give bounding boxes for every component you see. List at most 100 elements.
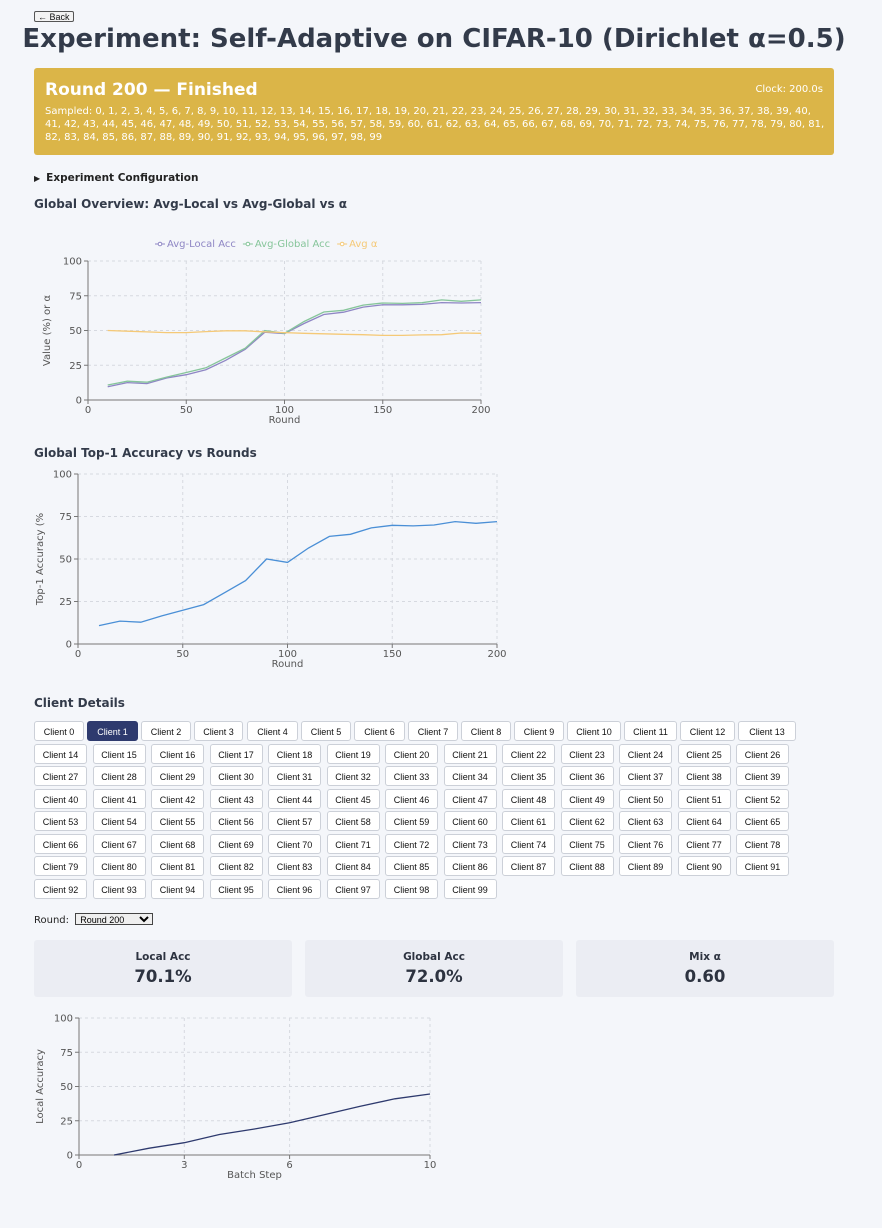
client-tab-83[interactable]: Client 83 <box>268 856 321 876</box>
client-tab-84[interactable]: Client 84 <box>326 856 380 876</box>
client-tab-69[interactable]: Client 69 <box>209 833 263 854</box>
client-tab-87[interactable]: Client 87 <box>502 856 555 876</box>
client-tab-40[interactable]: Client 40 <box>34 788 87 809</box>
client-tab-36[interactable]: Client 36 <box>560 766 614 786</box>
client-tab-24[interactable]: Client 24 <box>619 743 672 764</box>
client-tab-85[interactable]: Client 85 <box>385 856 438 876</box>
client-tab-25[interactable]: Client 25 <box>677 743 731 764</box>
client-tab-4[interactable]: Client 4 <box>247 721 298 741</box>
config-toggle[interactable]: ▶ Experiment Configuration <box>34 172 198 184</box>
client-tab-15[interactable]: Client 15 <box>92 743 146 764</box>
client-tab-21[interactable]: Client 21 <box>443 743 497 764</box>
client-tab-0[interactable]: Client 0 <box>34 721 84 741</box>
client-tab-60[interactable]: Client 60 <box>443 811 497 831</box>
client-tab-39[interactable]: Client 39 <box>736 766 789 786</box>
client-tab-37[interactable]: Client 37 <box>619 766 672 786</box>
client-tab-17[interactable]: Client 17 <box>209 743 263 764</box>
client-tab-66[interactable]: Client 66 <box>34 833 87 854</box>
client-tab-2[interactable]: Client 2 <box>141 721 191 741</box>
client-tab-74[interactable]: Client 74 <box>502 833 555 854</box>
client-tab-86[interactable]: Client 86 <box>443 856 497 876</box>
client-tab-44[interactable]: Client 44 <box>268 788 321 809</box>
client-tab-64[interactable]: Client 64 <box>677 811 731 831</box>
client-tab-14[interactable]: Client 14 <box>34 743 87 764</box>
client-tab-1[interactable]: Client 1 <box>87 721 138 741</box>
client-tab-53[interactable]: Client 53 <box>34 811 87 831</box>
client-tab-77[interactable]: Client 77 <box>677 833 731 854</box>
client-tab-99[interactable]: Client 99 <box>443 878 497 899</box>
client-tab-63[interactable]: Client 63 <box>619 811 672 831</box>
client-tab-47[interactable]: Client 47 <box>443 788 497 809</box>
client-tab-78[interactable]: Client 78 <box>736 833 789 854</box>
client-tab-26[interactable]: Client 26 <box>736 743 789 764</box>
client-tab-43[interactable]: Client 43 <box>209 788 263 809</box>
client-tab-50[interactable]: Client 50 <box>619 788 672 809</box>
client-tab-89[interactable]: Client 89 <box>619 856 672 876</box>
round-dropdown[interactable]: Round 200 <box>75 913 154 925</box>
client-tab-35[interactable]: Client 35 <box>502 766 555 786</box>
back-button[interactable]: ← Back <box>34 11 74 22</box>
client-tab-38[interactable]: Client 38 <box>677 766 731 786</box>
client-tab-9[interactable]: Client 9 <box>514 721 564 741</box>
client-tab-80[interactable]: Client 80 <box>92 856 146 876</box>
client-tab-33[interactable]: Client 33 <box>385 766 438 786</box>
client-tab-58[interactable]: Client 58 <box>326 811 380 831</box>
client-tab-75[interactable]: Client 75 <box>560 833 614 854</box>
client-tab-30[interactable]: Client 30 <box>209 766 263 786</box>
client-tab-96[interactable]: Client 96 <box>268 878 321 899</box>
client-tab-55[interactable]: Client 55 <box>151 811 204 831</box>
client-tab-73[interactable]: Client 73 <box>443 833 497 854</box>
client-tab-8[interactable]: Client 8 <box>461 721 511 741</box>
client-tab-18[interactable]: Client 18 <box>268 743 321 764</box>
client-tab-76[interactable]: Client 76 <box>619 833 672 854</box>
client-tab-45[interactable]: Client 45 <box>326 788 380 809</box>
client-tab-91[interactable]: Client 91 <box>736 856 789 876</box>
client-tab-12[interactable]: Client 12 <box>680 721 735 741</box>
client-tab-94[interactable]: Client 94 <box>151 878 204 899</box>
client-tab-95[interactable]: Client 95 <box>209 878 263 899</box>
client-tab-52[interactable]: Client 52 <box>736 788 789 809</box>
client-tab-51[interactable]: Client 51 <box>677 788 731 809</box>
client-tab-59[interactable]: Client 59 <box>385 811 438 831</box>
client-tab-90[interactable]: Client 90 <box>677 856 731 876</box>
client-tab-41[interactable]: Client 41 <box>92 788 146 809</box>
client-tab-88[interactable]: Client 88 <box>560 856 614 876</box>
client-tab-10[interactable]: Client 10 <box>567 721 621 741</box>
client-tab-67[interactable]: Client 67 <box>92 833 146 854</box>
client-tab-79[interactable]: Client 79 <box>34 856 87 876</box>
client-tab-49[interactable]: Client 49 <box>560 788 614 809</box>
client-tab-31[interactable]: Client 31 <box>268 766 321 786</box>
client-tab-81[interactable]: Client 81 <box>151 856 204 876</box>
client-tab-23[interactable]: Client 23 <box>560 743 614 764</box>
client-tab-29[interactable]: Client 29 <box>151 766 204 786</box>
client-tab-27[interactable]: Client 27 <box>34 766 87 786</box>
client-tab-3[interactable]: Client 3 <box>194 721 243 741</box>
client-tab-93[interactable]: Client 93 <box>92 878 146 899</box>
client-tab-56[interactable]: Client 56 <box>209 811 263 831</box>
client-tab-65[interactable]: Client 65 <box>736 811 789 831</box>
client-tab-13[interactable]: Client 13 <box>738 721 796 741</box>
client-tab-48[interactable]: Client 48 <box>502 788 555 809</box>
client-tab-6[interactable]: Client 6 <box>354 721 405 741</box>
client-tab-42[interactable]: Client 42 <box>151 788 204 809</box>
client-tab-46[interactable]: Client 46 <box>385 788 438 809</box>
client-tab-5[interactable]: Client 5 <box>301 721 351 741</box>
client-tab-62[interactable]: Client 62 <box>560 811 614 831</box>
client-tab-70[interactable]: Client 70 <box>268 833 321 854</box>
client-tab-34[interactable]: Client 34 <box>443 766 497 786</box>
client-tab-98[interactable]: Client 98 <box>385 878 438 899</box>
client-tab-19[interactable]: Client 19 <box>326 743 380 764</box>
client-tab-7[interactable]: Client 7 <box>408 721 458 741</box>
client-tab-92[interactable]: Client 92 <box>34 878 87 899</box>
client-tab-57[interactable]: Client 57 <box>268 811 321 831</box>
client-tab-61[interactable]: Client 61 <box>502 811 555 831</box>
client-tab-82[interactable]: Client 82 <box>209 856 263 876</box>
client-tab-54[interactable]: Client 54 <box>92 811 146 831</box>
client-tab-11[interactable]: Client 11 <box>624 721 677 741</box>
client-tab-68[interactable]: Client 68 <box>151 833 204 854</box>
client-tab-16[interactable]: Client 16 <box>151 743 204 764</box>
client-tab-28[interactable]: Client 28 <box>92 766 146 786</box>
client-tab-20[interactable]: Client 20 <box>385 743 438 764</box>
client-tab-72[interactable]: Client 72 <box>385 833 438 854</box>
client-tab-97[interactable]: Client 97 <box>326 878 380 899</box>
